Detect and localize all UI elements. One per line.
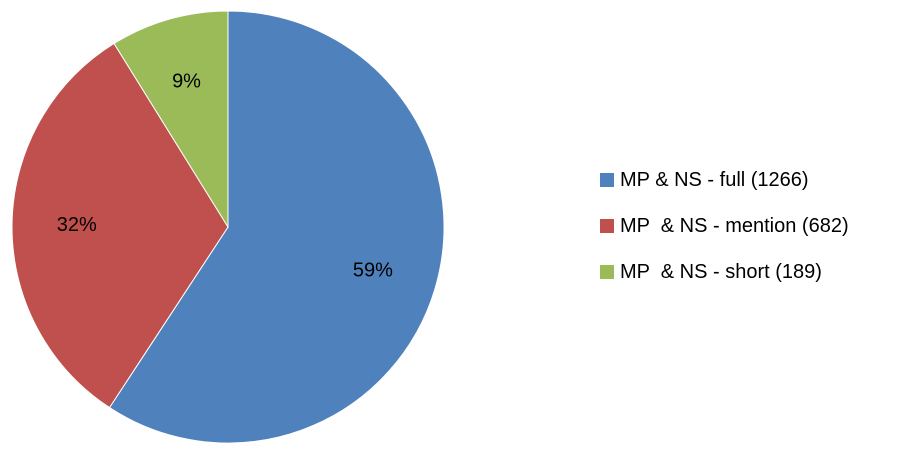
legend-swatch-mention [600, 219, 614, 233]
pie-data-labels: 59% 32% 9% [57, 71, 393, 282]
pie-data-label-mention: 32% [57, 214, 97, 236]
legend-label-short: MP & NS - short (189) [620, 261, 822, 283]
pie-slice-mention [11, 42, 229, 409]
pie-data-label-short: 9% [172, 71, 201, 93]
legend-item-mention: MP & NS - mention (682) [600, 212, 849, 240]
legend-swatch-short [600, 265, 614, 279]
pie-slice-short [113, 10, 229, 229]
chart-legend: MP & NS - full (1266) MP & NS - mention … [600, 166, 849, 304]
pie-slice-full [108, 10, 445, 444]
legend-swatch-full [600, 173, 614, 187]
legend-label-mention: MP & NS - mention (682) [620, 215, 849, 237]
pie-data-label-full: 59% [353, 259, 393, 281]
legend-item-full: MP & NS - full (1266) [600, 166, 849, 194]
legend-item-short: MP & NS - short (189) [600, 258, 849, 286]
legend-label-full: MP & NS - full (1266) [620, 169, 809, 191]
pie-slices [11, 10, 445, 444]
